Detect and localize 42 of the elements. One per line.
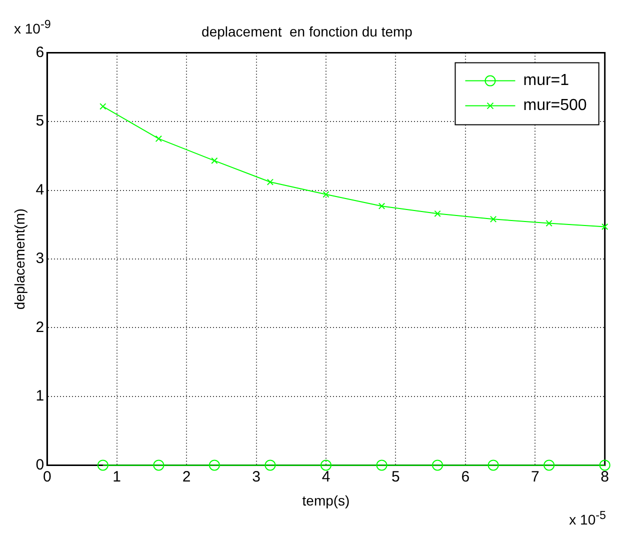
x-tick-label: 3 bbox=[252, 468, 260, 486]
y-tick-label: 4 bbox=[36, 181, 44, 198]
point bbox=[155, 135, 162, 142]
point bbox=[490, 216, 497, 222]
y-tick-label: 2 bbox=[36, 318, 44, 336]
y-tick-label: 1 bbox=[36, 388, 44, 405]
point bbox=[488, 460, 499, 471]
point bbox=[546, 220, 552, 227]
y-tick-label: 0 bbox=[36, 456, 44, 474]
x-tick-label: 7 bbox=[530, 468, 540, 486]
point bbox=[100, 103, 106, 110]
x-tick-label: 6 bbox=[461, 468, 470, 486]
point bbox=[97, 460, 108, 471]
x-tick-label: 2 bbox=[182, 468, 191, 486]
y-tick-label: 6 bbox=[36, 44, 44, 61]
y-axis-title: deplacement(m) bbox=[11, 208, 28, 310]
point bbox=[322, 191, 330, 198]
x-tick-label: 1 bbox=[112, 468, 122, 486]
point bbox=[432, 460, 444, 471]
point bbox=[211, 157, 218, 164]
text: x 10$^{-9}$ bbox=[14, 18, 51, 37]
point bbox=[376, 460, 388, 471]
point bbox=[320, 460, 332, 471]
x-tick-label: 4 bbox=[322, 468, 330, 486]
point bbox=[378, 202, 386, 210]
point bbox=[264, 460, 276, 471]
x-axis-title: temp(s) bbox=[302, 492, 350, 508]
point bbox=[153, 460, 164, 471]
legend-label: mur=500 bbox=[523, 97, 587, 114]
x-tick-label: 5 bbox=[392, 468, 400, 486]
chart-title: deplacement en fonction du temp bbox=[202, 23, 413, 40]
point bbox=[266, 178, 274, 186]
x-tick-label: 8 bbox=[600, 468, 609, 486]
text: x 10$^{-5}$ bbox=[569, 509, 606, 528]
point bbox=[434, 210, 441, 217]
point bbox=[602, 223, 608, 230]
y-tick-label: 3 bbox=[36, 250, 44, 268]
point bbox=[544, 460, 555, 471]
y-tick-label: 5 bbox=[36, 112, 44, 130]
legend-label: mur=1 bbox=[523, 72, 570, 90]
point bbox=[208, 460, 220, 471]
point bbox=[599, 460, 610, 471]
